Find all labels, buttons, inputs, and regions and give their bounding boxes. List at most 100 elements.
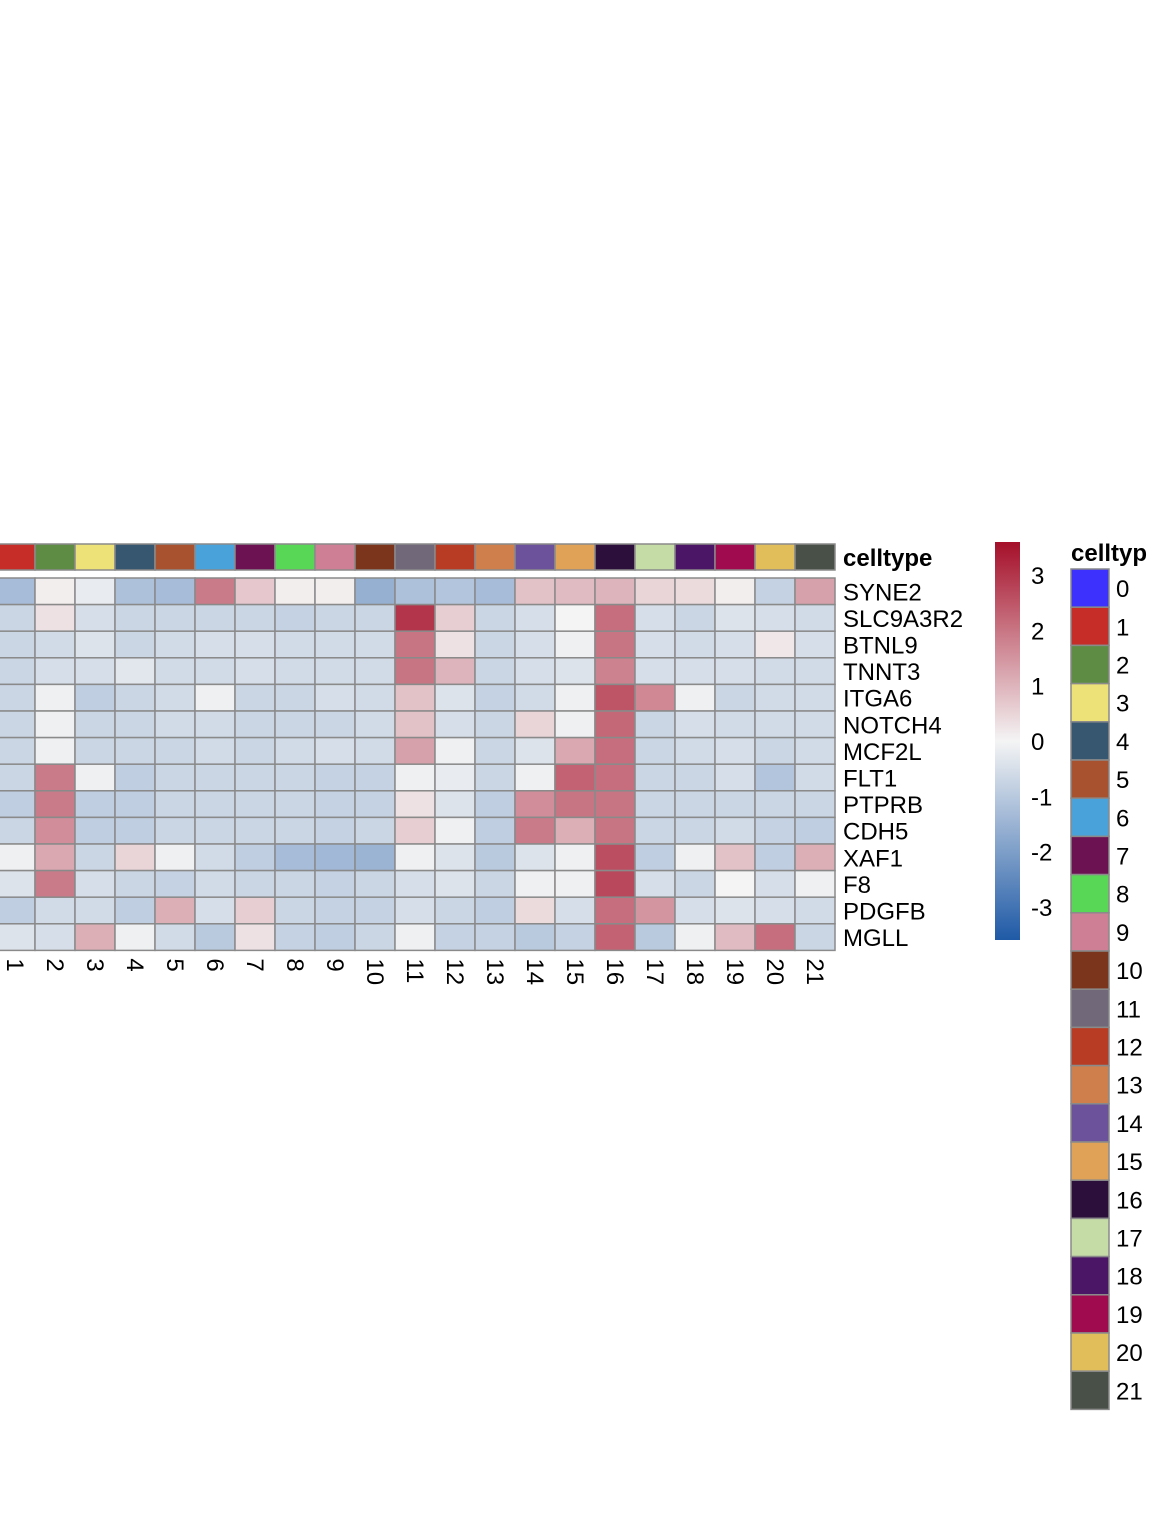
heat-cell-MGLL-2: [34, 923, 76, 952]
heat-cell-NOTCH4-17: [634, 710, 676, 739]
heat-cell-PDGFB-18: [674, 896, 716, 925]
heat-cell-NOTCH4-10: [354, 710, 396, 739]
heat-cell-MCF2L-20: [754, 736, 796, 765]
heat-cell-ITGA6-12: [434, 683, 476, 712]
heat-cell-BTNL9-16: [594, 630, 636, 659]
legend-swatch-9: [1070, 912, 1110, 952]
legend-label: 7: [1116, 844, 1129, 871]
legend-swatch-8: [1070, 873, 1110, 914]
heat-cell-PDGFB-12: [434, 896, 476, 925]
column-label: 2: [41, 958, 68, 971]
heat-cell-BTNL9-12: [434, 630, 476, 659]
heat-cell-F8-19: [714, 869, 756, 898]
heat-cell-BTNL9-13: [474, 630, 516, 659]
heat-cell-FLT1-19: [714, 763, 756, 792]
heat-cell-XAF1-9: [314, 843, 356, 872]
heat-cell-PTPRB-8: [274, 790, 316, 819]
heat-cell-ITGA6-18: [674, 683, 716, 712]
heat-cell-SLC9A3R2-1: [0, 603, 36, 632]
heat-cell-NOTCH4-19: [714, 710, 756, 739]
heat-cell-MCF2L-15: [554, 736, 596, 765]
column-label: 13: [481, 958, 508, 985]
heat-cell-F8-11: [394, 869, 436, 898]
heat-cell-XAF1-3: [74, 843, 116, 872]
heat-cell-PDGFB-9: [314, 896, 356, 925]
heat-cell-SYNE2-14: [514, 577, 556, 606]
heat-cell-TNNT3-21: [794, 657, 836, 686]
heat-cell-TNNT3-19: [714, 657, 756, 686]
heat-cell-TNNT3-14: [514, 657, 556, 686]
heat-cell-MCF2L-12: [434, 736, 476, 765]
legend-swatch-7: [1070, 835, 1110, 876]
heat-cell-PTPRB-12: [434, 790, 476, 819]
column-label: 5: [161, 958, 188, 971]
legend-swatch-19: [1070, 1294, 1110, 1334]
column-label: 7: [241, 958, 268, 971]
column-label: 16: [601, 958, 628, 985]
annotation-cell-14: [514, 543, 556, 571]
legend-swatch-11: [1070, 988, 1110, 1029]
heat-cell-FLT1-10: [354, 763, 396, 792]
heat-cell-XAF1-10: [354, 843, 396, 872]
celltype-annotation-row: [0, 543, 836, 571]
heat-cell-PTPRB-16: [594, 790, 636, 819]
heat-cell-FLT1-8: [274, 763, 316, 792]
heat-cell-CDH5-3: [74, 816, 116, 845]
legend-swatch-6: [1070, 797, 1110, 838]
heat-cell-TNNT3-8: [274, 657, 316, 686]
heat-cell-SLC9A3R2-13: [474, 603, 516, 632]
gene-label: F8: [843, 872, 871, 899]
heat-cell-TNNT3-17: [634, 657, 676, 686]
heat-cell-TNNT3-16: [594, 657, 636, 686]
heat-cell-BTNL9-10: [354, 630, 396, 659]
heat-cell-PDGFB-6: [194, 896, 236, 925]
heat-cell-FLT1-3: [74, 763, 116, 792]
heat-cell-BTNL9-15: [554, 630, 596, 659]
heat-cell-CDH5-10: [354, 816, 396, 845]
heat-cell-BTNL9-7: [234, 630, 276, 659]
heat-cell-NOTCH4-13: [474, 710, 516, 739]
heat-cell-CDH5-8: [274, 816, 316, 845]
heat-cell-MCF2L-17: [634, 736, 676, 765]
heat-cell-MGLL-9: [314, 923, 356, 952]
heat-cell-ITGA6-17: [634, 683, 676, 712]
heat-cell-ITGA6-8: [274, 683, 316, 712]
legend-label: 0: [1116, 576, 1129, 603]
heat-cell-CDH5-21: [794, 816, 836, 845]
heat-cell-F8-10: [354, 869, 396, 898]
annotation-cell-15: [554, 543, 596, 571]
legend-label: 16: [1116, 1187, 1143, 1214]
legend-label: 1: [1116, 614, 1129, 641]
heat-cell-PDGFB-19: [714, 896, 756, 925]
heat-cell-FLT1-2: [34, 763, 76, 792]
gene-label: TNNT3: [843, 659, 920, 686]
heat-cell-PDGFB-10: [354, 896, 396, 925]
heat-cell-MGLL-1: [0, 923, 36, 952]
heat-cell-MCF2L-16: [594, 736, 636, 765]
color-scale-tick: -2: [1031, 840, 1052, 867]
column-label: 9: [321, 958, 348, 971]
heat-cell-F8-6: [194, 869, 236, 898]
annotation-cell-19: [714, 543, 756, 571]
heat-cell-FLT1-17: [634, 763, 676, 792]
heat-cell-BTNL9-3: [74, 630, 116, 659]
gene-label: CDH5: [843, 819, 908, 846]
heat-cell-CDH5-1: [0, 816, 36, 845]
heat-cell-FLT1-14: [514, 763, 556, 792]
heat-cell-NOTCH4-12: [434, 710, 476, 739]
annotation-cell-2: [34, 543, 76, 571]
heat-cell-MGLL-12: [434, 923, 476, 952]
heat-cell-TNNT3-6: [194, 657, 236, 686]
heat-cell-NOTCH4-21: [794, 710, 836, 739]
heat-cell-CDH5-9: [314, 816, 356, 845]
heat-cell-SLC9A3R2-18: [674, 603, 716, 632]
legend-swatch-21: [1070, 1370, 1110, 1411]
heat-cell-ITGA6-15: [554, 683, 596, 712]
column-label: 12: [441, 958, 468, 985]
heat-cell-PDGFB-17: [634, 896, 676, 925]
heat-cell-SLC9A3R2-9: [314, 603, 356, 632]
heat-cell-FLT1-16: [594, 763, 636, 792]
legend-swatch-4: [1070, 721, 1110, 761]
heat-cell-MGLL-18: [674, 923, 716, 952]
